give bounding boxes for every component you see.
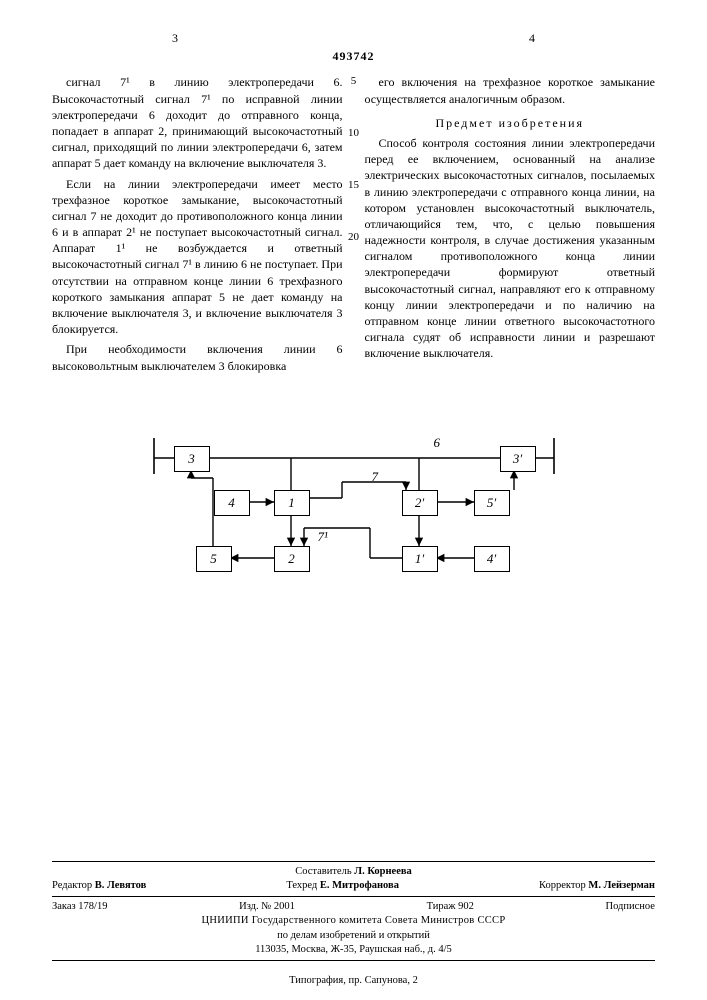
block-b2p: 2′ <box>402 490 438 516</box>
right-para-2: Способ контроля состояния линии электроп… <box>365 135 656 362</box>
lineno-20: 20 <box>347 230 361 245</box>
compiler-label: Составитель <box>295 866 351 877</box>
org-line-2: по делам изобретений и открытий <box>52 929 655 943</box>
podpisnoe: Подписное <box>606 900 655 914</box>
org-address: 113035, Москва, Ж-35, Раушская наб., д. … <box>52 943 655 957</box>
footer: Составитель Л. Корнеева Редактор В. Левя… <box>0 858 707 964</box>
lineno-5: 5 <box>347 74 361 89</box>
right-column: его включения на трехфазное короткое зам… <box>365 74 656 377</box>
page-num-right: 4 <box>529 30 535 46</box>
line-numbers: 5 10 15 20 <box>347 74 361 281</box>
lineno-10: 10 <box>347 126 361 141</box>
block-b5: 5 <box>196 546 232 572</box>
corrector-name: М. Лейзерман <box>588 880 655 891</box>
block-b2: 2 <box>274 546 310 572</box>
subject-heading: Предмет изобретения <box>365 115 656 131</box>
editor-label: Редактор <box>52 880 92 891</box>
editor-name: В. Левятов <box>95 880 147 891</box>
circuit-diagram: 6 7 7¹ 33′412′5′521′4′ <box>144 438 564 618</box>
right-para-1: его включения на трехфазное короткое зам… <box>365 74 656 106</box>
block-b4: 4 <box>214 490 250 516</box>
izd-number: Изд. № 2001 <box>239 900 295 914</box>
left-para-3: При необходимости включения линии 6 высо… <box>52 341 343 373</box>
document-number: 493742 <box>52 48 655 64</box>
block-b5p: 5′ <box>474 490 510 516</box>
org-line: ЦНИИПИ Государственного комитета Совета … <box>52 914 655 928</box>
block-b1: 1 <box>274 490 310 516</box>
lineno-15: 15 <box>347 178 361 193</box>
typography-line: Типография, пр. Сапунова, 2 <box>0 974 707 988</box>
label-line-7p: 7¹ <box>318 528 328 546</box>
page-num-left: 3 <box>172 30 178 46</box>
order-number: Заказ 178/19 <box>52 900 107 914</box>
tirazh: Тираж 902 <box>427 900 474 914</box>
block-b1p: 1′ <box>402 546 438 572</box>
left-column: сигнал 7¹ в линию электропередачи 6. Выс… <box>52 74 343 377</box>
block-b3p: 3′ <box>500 446 536 472</box>
techred-name: Е. Митрофанова <box>320 880 399 891</box>
techred-label: Техред <box>286 880 317 891</box>
block-b3: 3 <box>174 446 210 472</box>
label-line-6: 6 <box>434 434 441 452</box>
label-line-7: 7 <box>372 468 379 486</box>
block-b4p: 4′ <box>474 546 510 572</box>
corrector-label: Корректор <box>539 880 586 891</box>
left-para-2: Если на линии электропередачи имеет мест… <box>52 176 343 338</box>
compiler-name: Л. Корнеева <box>354 866 412 877</box>
left-para-1: сигнал 7¹ в линию электропередачи 6. Выс… <box>52 74 343 171</box>
